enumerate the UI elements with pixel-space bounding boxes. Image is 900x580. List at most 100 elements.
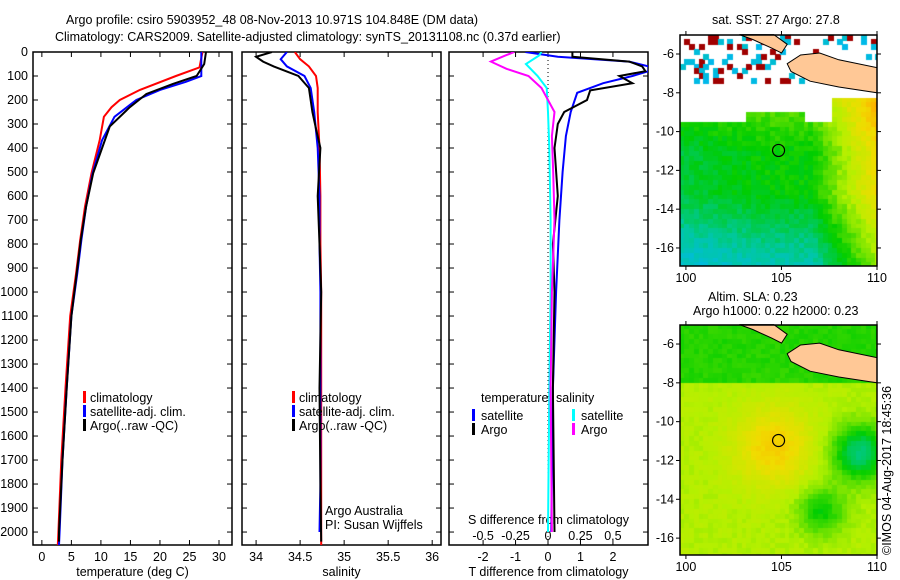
legend-swatch [472,409,475,421]
y-tick-label: 1200 [0,333,28,347]
legend-swatch [472,423,475,435]
lat-tick-label: -12 [656,453,674,467]
x-tick-label: 34.5 [288,550,312,564]
map-frame [679,34,878,267]
series-climatology [293,52,323,545]
y-tick-label: 300 [7,117,28,131]
series-argo-raw-qc- [253,52,323,542]
y-tick-label: 400 [7,141,28,155]
s-tick-label: -0.5 [472,529,494,543]
argo-position-marker [771,143,786,158]
lat-tick-label: -10 [656,125,674,139]
legend-label: satellite-adj. clim. [299,405,395,419]
s-tick-label: 0.25 [568,529,592,543]
x-tick-label: 36 [425,550,439,564]
x-tick-label: 0 [545,550,552,564]
legend-title: salinity [556,391,595,405]
sst-map-title: sat. SST: 27 Argo: 27.8 [712,13,840,27]
x-tick-label: 10 [94,550,108,564]
series-s-argo [488,52,556,533]
legend-label: satellite [481,409,523,423]
legend-label: climatology [90,391,153,405]
java-land [786,342,878,384]
lon-tick-label: 100 [675,560,696,574]
y-tick-label: 500 [7,165,28,179]
lat-tick-label: -6 [663,337,674,351]
lat-tick-label: -12 [656,163,674,177]
y-tick-label: 1900 [0,501,28,515]
series-t-argo [551,52,648,533]
legend-swatch [83,419,86,431]
legend-swatch [292,419,295,431]
lon-tick-label: 110 [867,560,887,574]
annotation: Argo Australia [325,504,403,518]
argo-position-marker [771,433,786,448]
legend-label: Argo [581,423,607,437]
series-climatology [56,52,204,545]
lat-tick-label: -10 [656,415,674,429]
credit-text: ©IMOS 04-Aug-2017 18:45:36 [880,385,894,555]
legend-label: satellite-adj. clim. [90,405,186,419]
series-s-satellite [524,52,552,533]
x-tick-label: 25 [183,550,197,564]
x-tick-label: 1 [577,550,584,564]
y-tick-label: 1100 [1,309,28,323]
x-tick-label: 15 [123,550,137,564]
lat-tick-label: -8 [663,376,674,390]
x-tick-label: -1 [510,550,521,564]
lon-tick-label: 100 [675,271,696,285]
y-tick-label: 600 [7,189,28,203]
sumatra-land [739,34,788,54]
y-tick-label: 800 [7,237,28,251]
x-tick-label: 20 [153,550,167,564]
x-tick-label: 2 [609,550,616,564]
x-tick-label: 30 [212,550,226,564]
x-axis-label: salinity [322,565,361,579]
y-tick-label: 1000 [0,285,28,299]
sumatra-land [739,324,788,344]
sla-map-title-1: Altim. SLA: 0.23 [708,290,798,304]
s-tick-label: -0.25 [501,529,530,543]
x-tick-label: 0 [38,550,45,564]
java-land [786,52,878,94]
y-tick-label: 700 [7,213,28,227]
legend-swatch [292,405,295,417]
annotation: PI: Susan Wijffels [325,518,423,532]
lat-tick-label: -16 [656,241,674,255]
salinity-axes-frame [241,51,442,546]
x-tick-label: 35.5 [376,550,400,564]
map-frame [679,324,878,556]
s-tick-label: 0 [545,529,552,543]
lon-tick-label: 105 [771,560,792,574]
legend-label: satellite [581,409,623,423]
legend-swatch [292,391,295,403]
x-axis-label: T difference from climatology [468,565,629,579]
legend-label: climatology [299,391,362,405]
s-tick-label: 0.5 [604,529,621,543]
lon-tick-label: 105 [771,271,792,285]
x-tick-label: 34 [249,550,263,564]
sla-map-title-2: Argo h1000: 0.22 h2000: 0.23 [693,304,859,318]
y-tick-label: 1800 [0,477,28,491]
y-tick-label: 2000 [0,525,28,539]
legend-title: temperature [481,391,548,405]
legend-swatch [572,409,575,421]
series-t-satellite [525,52,648,533]
lon-tick-label: 110 [867,271,887,285]
temperature-axes-frame [32,51,233,546]
series-satellite-adj-clim- [58,52,203,545]
y-tick-label: 1700 [0,453,28,467]
y-tick-label: 1300 [0,357,28,371]
title-line-1: Argo profile: csiro 5903952_48 08-Nov-20… [66,13,479,27]
y-tick-label: 900 [7,261,28,275]
legend-label: Argo(..raw -QC) [90,419,178,433]
lat-tick-label: -16 [656,531,674,545]
lat-tick-label: -14 [656,202,674,216]
y-tick-label: 100 [7,69,28,83]
lat-tick-label: -14 [656,492,674,506]
series-argo-raw-qc- [58,52,207,542]
title-line-2: Climatology: CARS2009. Satellite-adjuste… [55,30,561,44]
x-axis-label: temperature (deg C) [76,565,189,579]
legend-label: Argo(..raw -QC) [299,419,387,433]
legend-swatch [83,405,86,417]
